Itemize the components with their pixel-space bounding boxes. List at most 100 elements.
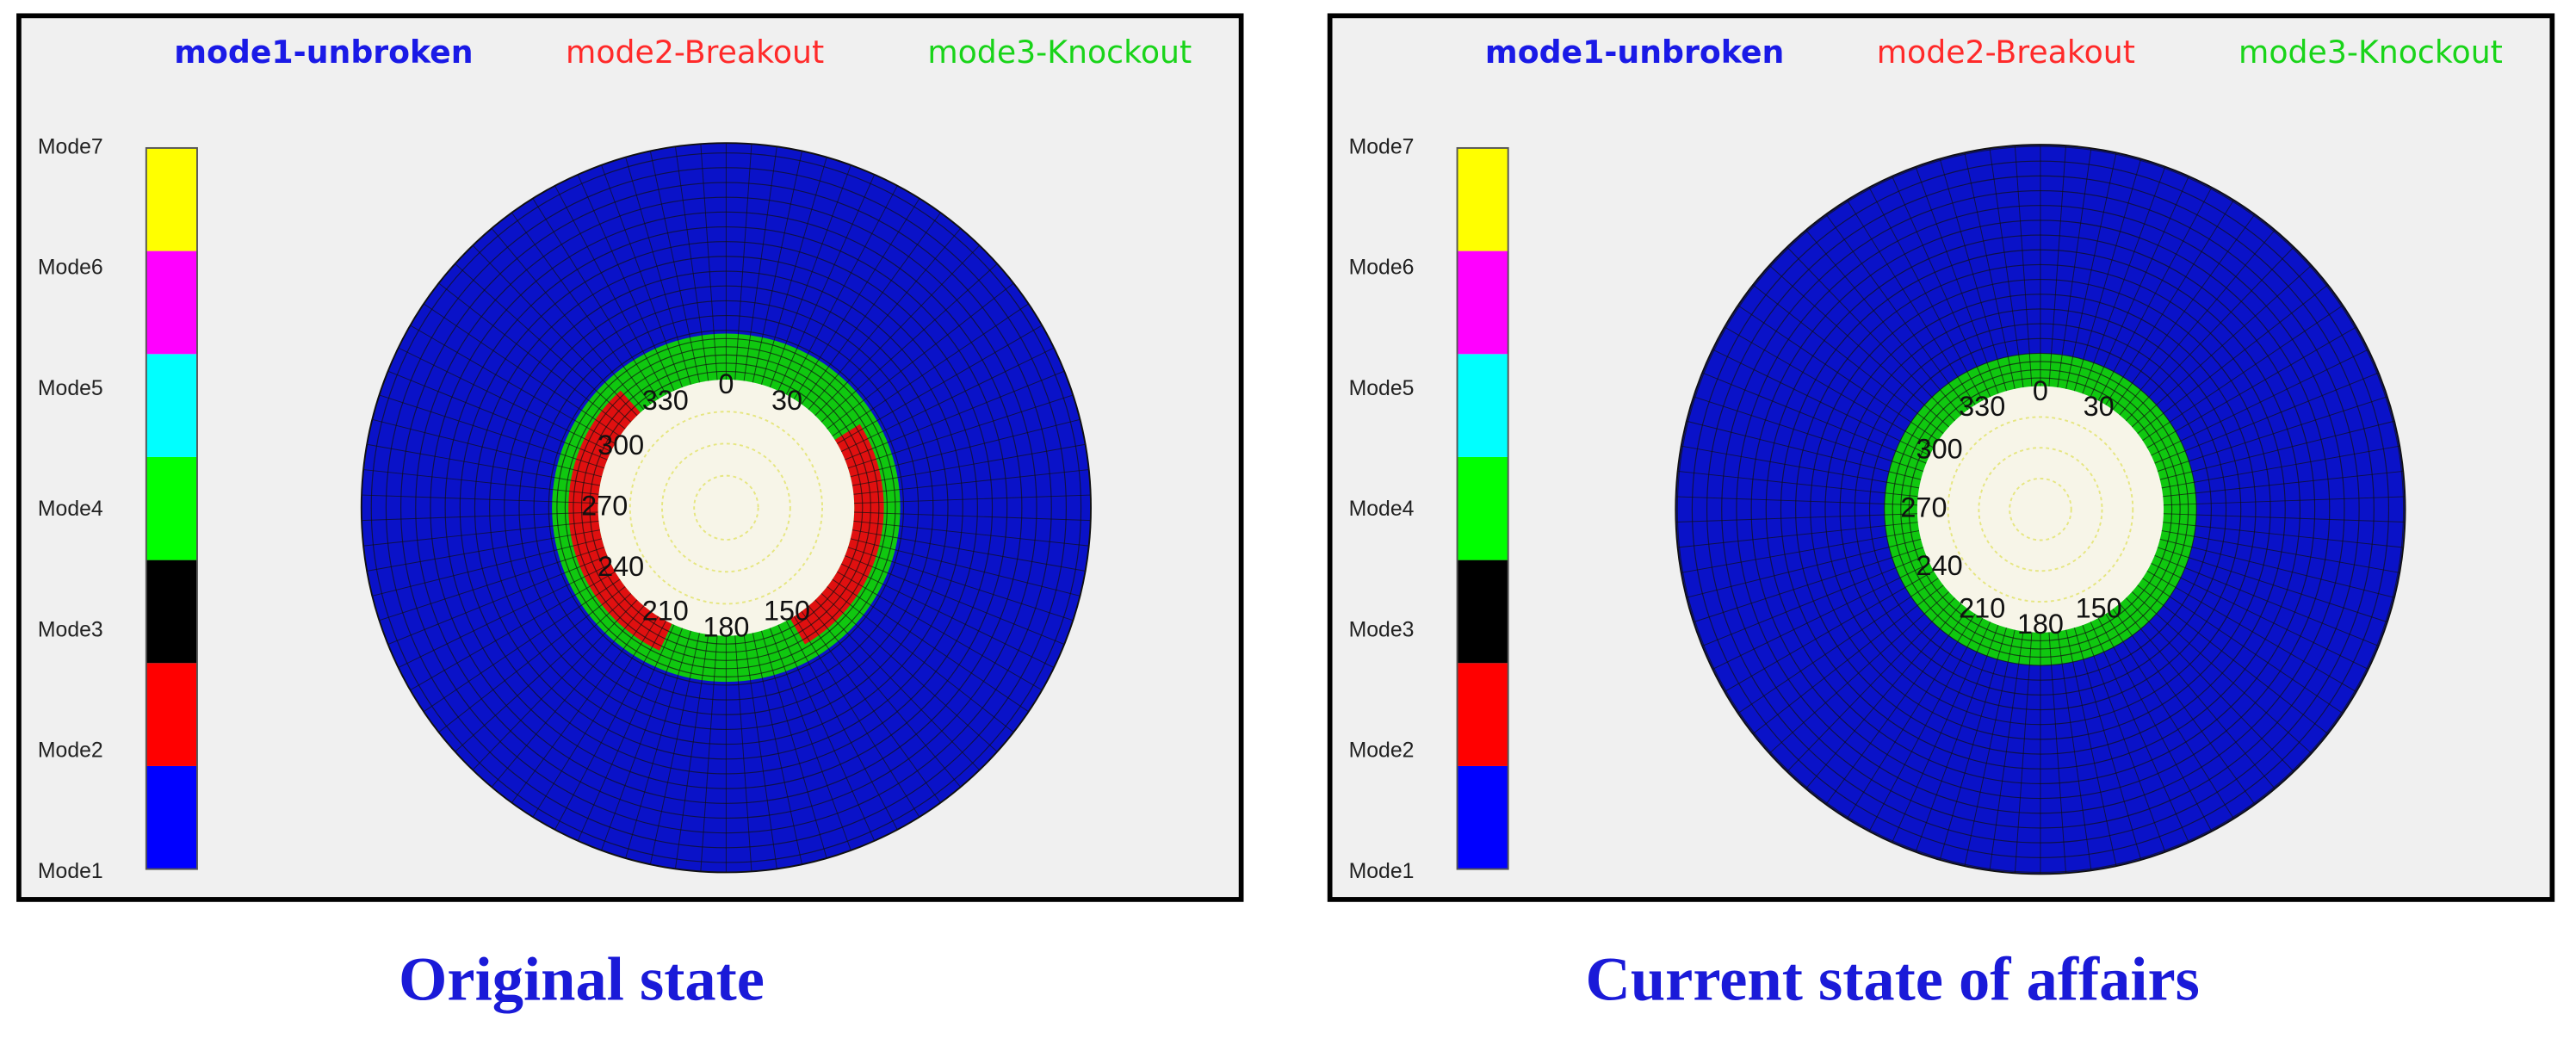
mesh-spoke (2057, 148, 2092, 388)
colorbar-label: Mode3 (38, 618, 103, 641)
mesh-spoke (2082, 625, 2166, 852)
mesh-spoke (2119, 603, 2276, 789)
mesh-spoke (752, 151, 802, 383)
mesh-spoke (1675, 513, 1917, 522)
mesh-spoke (1752, 284, 1944, 435)
mesh-spoke (372, 418, 603, 478)
angle-label: 150 (764, 596, 810, 627)
mesh-spoke (2090, 176, 2189, 398)
mesh-spoke (1915, 166, 1999, 394)
mesh-spoke (1915, 625, 1999, 852)
mesh-spoke (1868, 617, 1984, 832)
mesh-spoke (1701, 554, 1927, 646)
mesh-spoke (1989, 631, 2024, 871)
angle-label: 330 (642, 385, 689, 416)
colorbar-segment (1457, 663, 1508, 766)
mesh-spoke (2163, 522, 2404, 548)
mesh-spoke (379, 394, 605, 469)
mesh-spoke (2090, 621, 2189, 843)
mesh-spoke (1805, 603, 1962, 789)
colorbar-label: Mode6 (38, 257, 103, 280)
angle-label: 240 (598, 551, 644, 582)
mesh-spoke (777, 174, 876, 392)
mesh-spoke (840, 563, 1055, 668)
mesh-spoke (674, 634, 709, 869)
mesh-spoke (853, 520, 1089, 547)
mesh-spoke (1701, 372, 1927, 464)
mesh-spoke (2097, 187, 2213, 401)
mesh-spoke (850, 418, 1081, 478)
mesh-spoke (1868, 187, 1984, 401)
mesh-spoke (410, 571, 616, 691)
mesh-spoke (1825, 213, 1969, 411)
colorbar-segment (146, 354, 197, 457)
colorbar-label: Mode3 (1349, 618, 1415, 641)
mesh-spoke (847, 394, 1074, 469)
mesh-spoke (1681, 530, 1920, 573)
angle-label: 240 (1917, 550, 1963, 581)
breakout-zone (790, 424, 884, 645)
polar-ring (693, 474, 759, 541)
mesh-spoke (760, 157, 827, 385)
mesh-spoke (2142, 305, 2344, 442)
mesh-spoke (2065, 152, 2117, 389)
mesh-spoke (2048, 145, 2066, 387)
mesh-spoke (372, 538, 603, 597)
mesh-spoke (808, 605, 962, 788)
mesh-spoke (2097, 617, 2213, 832)
angle-label: 0 (718, 368, 734, 399)
mesh-spoke (2151, 349, 2369, 456)
angle-label: 270 (581, 490, 628, 521)
angle-label: 180 (703, 612, 749, 643)
mesh-spoke (1677, 470, 1918, 498)
mesh-spoke (2048, 632, 2066, 874)
angle-label: 30 (2084, 391, 2115, 422)
mesh-spoke (367, 443, 600, 486)
mesh-spoke (854, 494, 1091, 504)
polar-ring (1947, 416, 2134, 603)
mesh-spoke (2161, 530, 2400, 573)
mesh-spoke (2131, 591, 2313, 754)
mesh-spoke (367, 529, 600, 572)
mesh-spoke (1681, 445, 1920, 489)
mesh-spoke (2163, 470, 2404, 498)
polar-ring (2009, 478, 2072, 541)
mesh-spoke (832, 578, 1029, 713)
mesh-spoke (2157, 547, 2387, 623)
mesh-spoke (785, 185, 898, 395)
mesh-spoke (2014, 632, 2033, 874)
mesh-spoke (1737, 305, 1939, 442)
mesh-spoke (649, 633, 700, 865)
mesh-spoke (700, 144, 718, 380)
mesh-outline (360, 142, 1092, 874)
colorbar-segment (1457, 765, 1508, 869)
mesh-spoke (379, 547, 605, 621)
mesh-spoke (2146, 570, 2357, 692)
mesh-spoke (793, 615, 920, 818)
legend-label: mode1-unbroken (1485, 34, 1784, 71)
legend-label: mode1-unbroken (174, 34, 473, 71)
mesh-spoke (734, 635, 752, 872)
mesh-spoke (577, 174, 675, 392)
mesh-spoke (2163, 496, 2406, 506)
colorbar-label: Mode7 (1349, 135, 1415, 158)
mesh-spoke (853, 469, 1089, 495)
angle-label: 150 (2076, 593, 2122, 624)
angle-label: 180 (2017, 609, 2064, 640)
colorbar-segment (1457, 456, 1508, 560)
mesh-spoke (851, 443, 1086, 486)
mesh-spoke (472, 599, 638, 770)
mesh-spoke (808, 228, 962, 411)
colorbar-segment (146, 250, 197, 355)
mesh-spoke (1847, 613, 1976, 819)
mesh-spoke (410, 325, 616, 444)
angle-label: 210 (642, 596, 689, 627)
mesh-spoke (832, 303, 1029, 436)
mesh-spoke (837, 571, 1043, 691)
mesh-spoke (2159, 538, 2395, 598)
colorbar-segment (1457, 250, 1508, 355)
mesh-spoke (2161, 445, 2400, 489)
angle-label: 0 (2033, 375, 2048, 406)
mesh-spoke (1786, 246, 1955, 422)
mesh-spoke (2112, 213, 2256, 411)
